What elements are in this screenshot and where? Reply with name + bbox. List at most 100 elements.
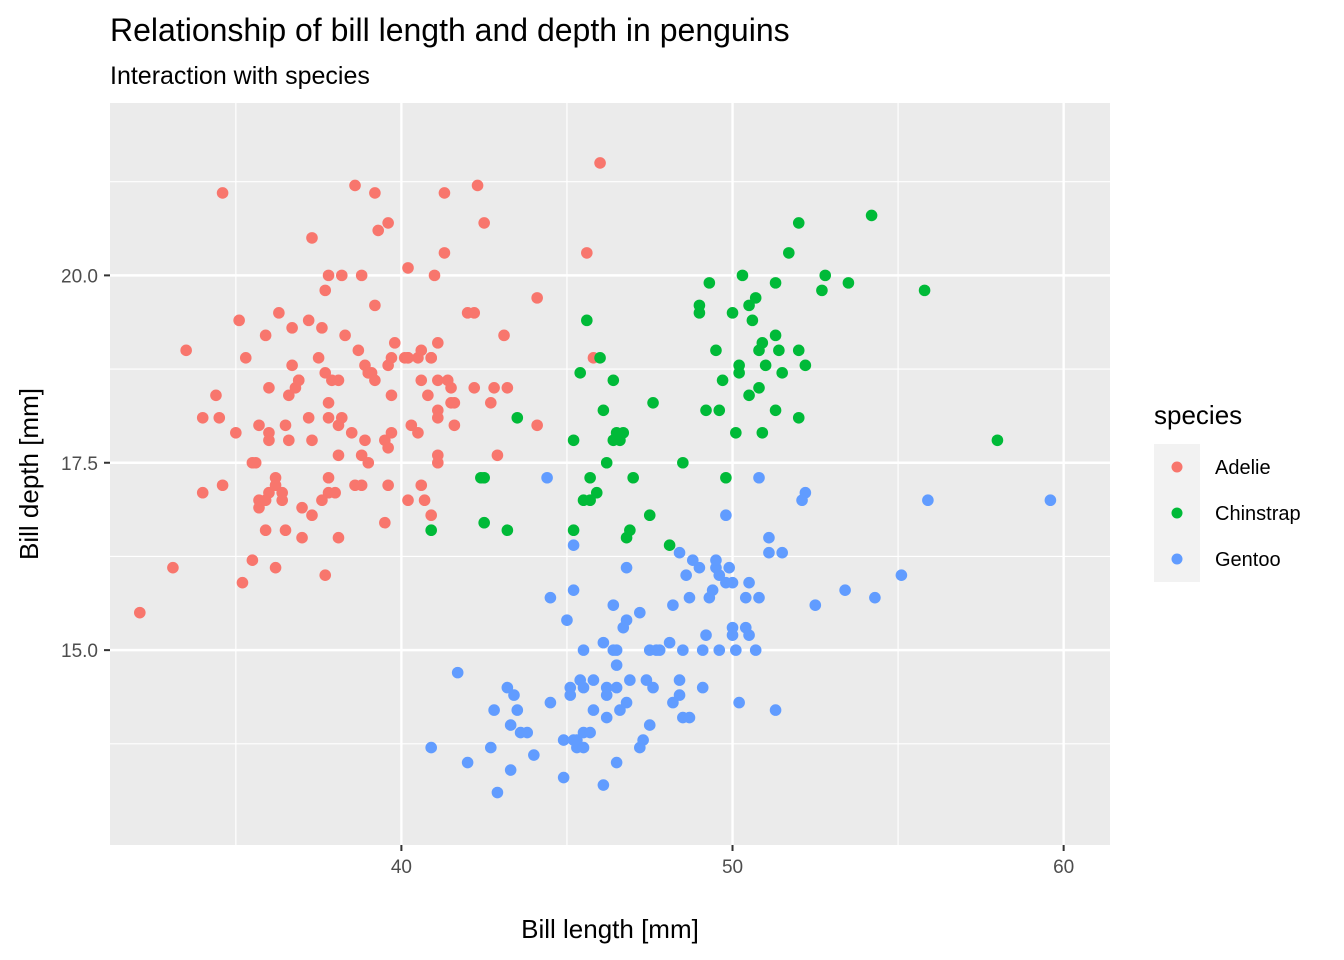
point-adelie [402, 352, 414, 364]
point-gentoo [726, 621, 739, 634]
point-adelie [349, 179, 361, 192]
point-gentoo [726, 576, 739, 589]
point-adelie [359, 434, 371, 447]
point-gentoo [753, 591, 765, 604]
point-adelie [445, 382, 457, 394]
point-adelie [292, 374, 305, 387]
point-chinstrap [710, 344, 722, 357]
point-chinstrap [769, 404, 782, 417]
point-gentoo [769, 704, 782, 716]
point-gentoo [567, 539, 580, 552]
point-adelie [415, 374, 428, 387]
point-adelie [332, 374, 345, 387]
point-gentoo [640, 674, 653, 686]
minor-gridlines [110, 103, 1110, 845]
point-adelie [402, 262, 414, 274]
point-gentoo [809, 599, 822, 611]
point-gentoo [683, 591, 696, 604]
point-adelie [322, 396, 335, 409]
point-chinstrap [792, 217, 805, 229]
point-adelie [418, 494, 431, 507]
point-chinstrap [574, 367, 586, 379]
point-chinstrap [819, 269, 832, 282]
point-adelie [322, 411, 335, 424]
point-adelie [213, 411, 226, 424]
legend: species Adelie Chinstrap Gentoo [1154, 400, 1301, 582]
point-gentoo [584, 726, 596, 739]
point-chinstrap [693, 299, 706, 312]
point-chinstrap [617, 426, 630, 439]
point-adelie [405, 419, 418, 432]
point-adelie [259, 329, 272, 342]
point-gentoo [743, 576, 755, 589]
point-adelie [259, 494, 272, 507]
point-gentoo [713, 569, 726, 581]
point-chinstrap [700, 404, 712, 417]
point-chinstrap [759, 359, 772, 372]
point-gentoo [484, 741, 497, 754]
point-gentoo [620, 696, 633, 709]
point-adelie [448, 419, 461, 432]
point-chinstrap [865, 209, 878, 222]
point-chinstrap [663, 539, 676, 552]
point-adelie [246, 554, 259, 566]
point-gentoo [557, 734, 570, 746]
point-chinstrap [756, 337, 769, 349]
point-adelie [196, 486, 209, 499]
point-adelie [484, 396, 497, 409]
point-gentoo [713, 644, 726, 656]
point-gentoo [610, 756, 623, 769]
point-gentoo [544, 696, 557, 709]
point-gentoo [587, 704, 600, 716]
point-adelie [488, 382, 500, 394]
point-adelie [531, 419, 543, 432]
point-gentoo [620, 561, 633, 574]
point-gentoo [544, 591, 557, 604]
point-chinstrap [749, 292, 762, 304]
point-adelie [369, 374, 381, 387]
point-chinstrap [478, 516, 490, 529]
point-adelie [438, 187, 451, 199]
point-gentoo [799, 486, 812, 499]
point-gentoo [577, 741, 590, 754]
point-adelie [362, 456, 375, 469]
point-adelie [382, 479, 394, 492]
point-chinstrap [756, 426, 769, 439]
legend-key-gentoo [1171, 553, 1183, 565]
y-axis-title: Bill depth [mm] [14, 388, 44, 560]
point-chinstrap [478, 471, 490, 484]
point-adelie [279, 419, 292, 432]
point-chinstrap [799, 359, 812, 372]
data-points [134, 157, 1057, 799]
point-chinstrap [677, 456, 689, 469]
point-adelie [134, 606, 146, 619]
y-axis-ticks: 15.0 17.5 20.0 [61, 266, 110, 662]
point-adelie [471, 179, 484, 192]
point-gentoo [763, 546, 775, 559]
point-chinstrap [590, 486, 603, 499]
point-gentoo [686, 554, 699, 566]
point-gentoo [730, 644, 742, 656]
point-adelie [425, 352, 437, 364]
point-adelie [253, 419, 265, 432]
y-tick-label: 20.0 [61, 266, 98, 287]
point-adelie [438, 247, 451, 259]
point-adelie [355, 449, 368, 462]
point-adelie [302, 314, 315, 327]
point-adelie [216, 187, 229, 199]
point-chinstrap [567, 434, 580, 447]
point-chinstrap [511, 411, 524, 424]
point-adelie [167, 561, 179, 574]
point-adelie [306, 509, 318, 522]
point-gentoo [511, 704, 524, 716]
legend-title: species [1154, 400, 1242, 430]
point-gentoo [587, 674, 600, 686]
point-adelie [302, 411, 315, 424]
point-adelie [286, 322, 298, 334]
point-adelie [382, 217, 394, 229]
point-gentoo [753, 471, 765, 484]
x-tick-label: 60 [1053, 857, 1074, 878]
point-gentoo [710, 554, 722, 566]
point-adelie [335, 269, 348, 282]
point-chinstrap [753, 382, 765, 394]
